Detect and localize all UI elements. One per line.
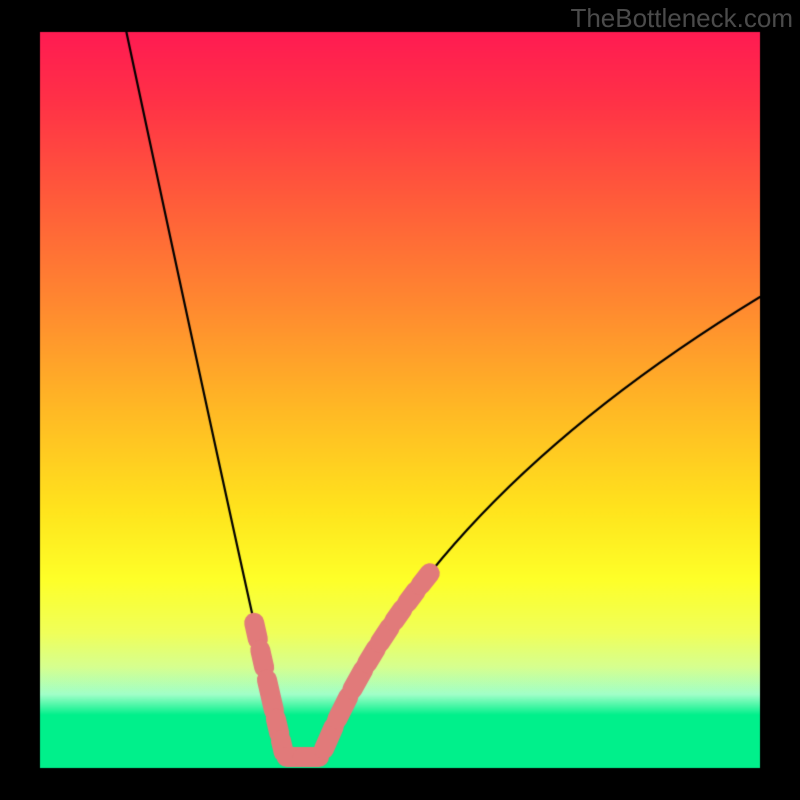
chart-root: TheBottleneck.com <box>0 0 800 800</box>
bottleneck-canvas <box>0 0 800 800</box>
watermark-text: TheBottleneck.com <box>570 3 793 34</box>
